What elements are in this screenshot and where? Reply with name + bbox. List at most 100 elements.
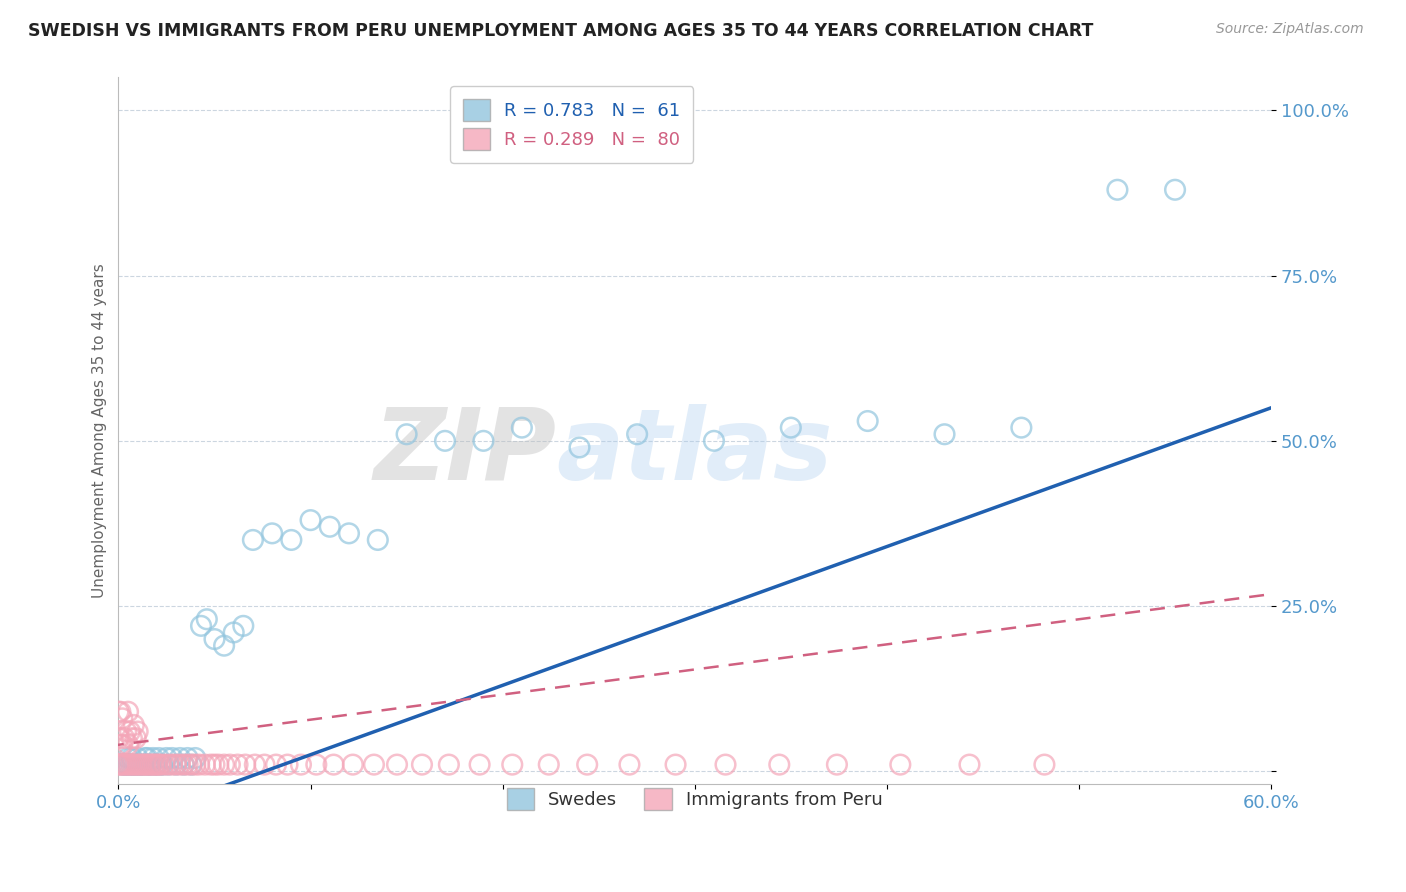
Point (176, 757, 198, 772)
Point (115, 724, 138, 739)
Point (363, 757, 385, 772)
Point (157, 757, 180, 772)
Point (138, 757, 160, 772)
Point (142, 757, 165, 772)
Point (169, 757, 191, 772)
Point (127, 757, 149, 772)
Point (146, 757, 169, 772)
Point (195, 612, 218, 626)
Point (131, 757, 153, 772)
Point (122, 757, 145, 772)
Legend: Swedes, Immigrants from Peru: Swedes, Immigrants from Peru (492, 774, 897, 825)
Point (188, 757, 211, 772)
Point (959, 757, 981, 772)
Point (768, 757, 790, 772)
Point (117, 757, 139, 772)
Point (122, 718, 145, 732)
Point (143, 757, 166, 772)
Point (825, 757, 848, 772)
Point (204, 757, 226, 772)
Point (472, 434, 495, 448)
Point (127, 724, 149, 739)
Point (118, 757, 141, 772)
Point (134, 757, 156, 772)
Point (155, 751, 177, 765)
Point (115, 757, 138, 772)
Point (173, 757, 195, 772)
Point (121, 751, 143, 765)
Point (128, 757, 150, 772)
Point (112, 757, 135, 772)
Point (111, 711, 134, 725)
Point (703, 434, 725, 448)
Point (117, 705, 139, 719)
Point (243, 757, 266, 772)
Point (1107, 183, 1129, 197)
Point (138, 757, 160, 772)
Point (934, 427, 956, 442)
Point (110, 738, 132, 752)
Point (176, 751, 198, 765)
Point (107, 757, 129, 772)
Point (437, 757, 460, 772)
Point (576, 757, 599, 772)
Point (148, 751, 170, 765)
Point (136, 757, 159, 772)
Point (434, 434, 457, 448)
Point (232, 619, 254, 633)
Point (233, 757, 256, 772)
Point (127, 751, 149, 765)
Point (142, 751, 165, 765)
Point (200, 757, 222, 772)
Point (226, 757, 249, 772)
Point (149, 757, 172, 772)
Point (212, 757, 235, 772)
Point (385, 757, 408, 772)
Point (121, 731, 143, 746)
Point (115, 757, 138, 772)
Point (118, 724, 141, 739)
Point (136, 757, 159, 772)
Point (319, 520, 342, 534)
Point (180, 757, 202, 772)
Point (180, 757, 202, 772)
Text: ZIP: ZIP (374, 404, 557, 500)
Point (367, 533, 389, 547)
Point (117, 751, 139, 765)
Point (207, 757, 229, 772)
Point (112, 731, 135, 746)
Point (212, 639, 235, 653)
Point (146, 757, 169, 772)
Point (121, 757, 143, 772)
Point (264, 757, 287, 772)
Point (856, 414, 879, 428)
Point (165, 757, 187, 772)
Point (112, 757, 135, 772)
Point (779, 420, 801, 434)
Point (122, 757, 145, 772)
Point (153, 757, 176, 772)
Point (510, 420, 533, 434)
Point (1033, 757, 1056, 772)
Point (290, 757, 312, 772)
Point (169, 751, 191, 765)
Point (125, 757, 148, 772)
Point (190, 619, 212, 633)
Point (160, 757, 183, 772)
Point (111, 738, 134, 752)
Point (117, 757, 139, 772)
Point (1164, 183, 1187, 197)
Point (152, 757, 174, 772)
Point (262, 526, 284, 541)
Point (139, 757, 162, 772)
Point (253, 757, 276, 772)
Point (110, 757, 132, 772)
Point (276, 757, 298, 772)
Point (568, 441, 591, 455)
Point (337, 526, 360, 541)
Text: Source: ZipAtlas.com: Source: ZipAtlas.com (1216, 22, 1364, 37)
Point (148, 757, 170, 772)
Point (118, 757, 141, 772)
Point (1010, 420, 1032, 434)
Point (111, 757, 134, 772)
